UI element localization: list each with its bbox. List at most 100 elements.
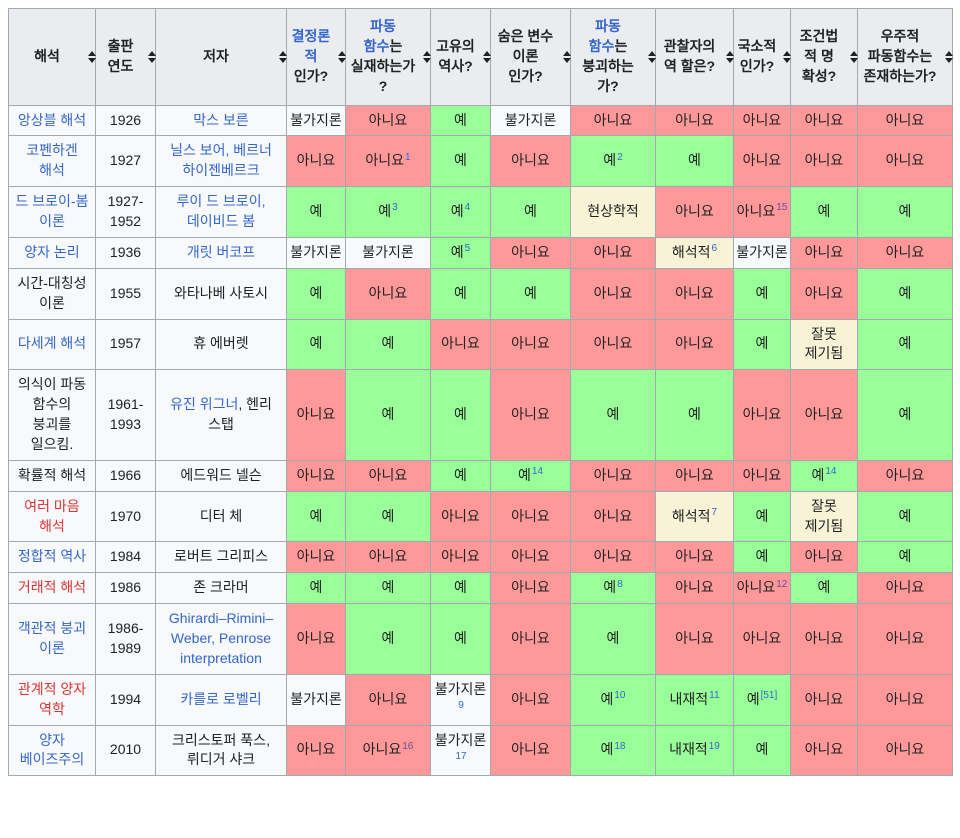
- value-text: 예: [688, 406, 701, 423]
- interpretation-link[interactable]: 앙상블 해석: [17, 111, 87, 128]
- column-header-observer-role[interactable]: 관찰자의 역 할은?: [655, 8, 734, 106]
- value-cell-wavefunction-collapse: 예2: [570, 135, 656, 188]
- footnote-ref[interactable]: 4: [464, 202, 471, 214]
- column-header-interpretation[interactable]: 해석: [8, 8, 96, 106]
- value-text: 아니요: [296, 741, 336, 758]
- footnote-ref[interactable]: 14: [531, 466, 543, 478]
- value-cell-wavefunction-collapse: 아니요: [570, 236, 656, 269]
- author-link[interactable]: 유진 위그너: [170, 396, 239, 413]
- interpretation-link[interactable]: 객관적 붕괴 이론: [17, 620, 87, 656]
- value-cell-universal-wavefunction: 아니요: [857, 459, 953, 492]
- interpretation-link[interactable]: 드 브로이-봄 이론: [15, 193, 89, 229]
- interpretation-link[interactable]: 코펜하겐 해석: [26, 142, 78, 179]
- footnote-ref[interactable]: 5: [464, 243, 471, 255]
- footnote-ref[interactable]: 14: [825, 466, 837, 478]
- value-text: 아니요: [296, 630, 336, 646]
- value-text: 불가지론: [290, 111, 342, 128]
- footnote-ref[interactable]: 8: [617, 578, 623, 590]
- value-text: 아니요: [593, 284, 633, 301]
- column-header-hidden-variables[interactable]: 숨은 변수 이론 인가?: [490, 8, 571, 106]
- value-cell-deterministic: 예: [286, 267, 346, 320]
- author-link[interactable]: 닐스 보어, 베르너 하이젠베르크: [170, 142, 272, 179]
- value-text: 예: [381, 406, 395, 423]
- author-link[interactable]: Ghirardi–Rimini–Weber, Penrose interpret…: [168, 610, 274, 666]
- header-wavefunction-collapse-link[interactable]: 파동 함수: [588, 18, 621, 54]
- value-text: 예: [898, 406, 912, 423]
- value-cell-deterministic: 예: [286, 318, 346, 371]
- footnote-ref[interactable]: 18: [614, 740, 626, 752]
- footnote-ref[interactable]: 6: [711, 243, 718, 255]
- footnote-ref[interactable]: 1: [405, 151, 411, 163]
- value-cell-hidden-variables: 아니요: [490, 673, 571, 726]
- value-text: 예: [309, 284, 323, 301]
- value-cell-wavefunction-collapse: 예: [570, 603, 656, 675]
- value-text: 아니요: [511, 335, 550, 352]
- value-text: 아니요: [804, 111, 844, 128]
- interpretation-link[interactable]: 양자 논리: [24, 243, 80, 260]
- value-text: 아니요: [593, 466, 633, 483]
- footnote-ref[interactable]: 19: [708, 740, 720, 752]
- interpretation-link[interactable]: 양자 베이즈주의: [19, 731, 85, 768]
- footnote-ref[interactable]: [51]: [760, 690, 778, 702]
- interpretation-link[interactable]: 거래적 해석: [17, 579, 87, 596]
- column-header-counterfactual-definiteness[interactable]: 조건법적 명 확성?: [790, 8, 858, 106]
- value-text: 예: [755, 548, 769, 565]
- column-header-publication-year[interactable]: 출판 연도: [95, 8, 156, 106]
- footnote-ref[interactable]: 12: [776, 578, 788, 590]
- value-text: 예: [309, 203, 323, 220]
- value-cell-local: 아니요: [733, 459, 791, 492]
- value-text: 아니요: [593, 335, 633, 352]
- column-header-deterministic[interactable]: 결정론적 인가?: [286, 8, 346, 106]
- value-text: 아니요: [804, 630, 844, 646]
- author-link[interactable]: 막스 보른: [193, 111, 249, 128]
- header-deterministic-link[interactable]: 결정론적: [291, 27, 331, 64]
- column-header-wavefunction-collapse[interactable]: 파동 함수는 붕괴하는 가?: [570, 8, 656, 106]
- authors-cell: 크리스토퍼 푹스, 뤼디거 샤크: [155, 724, 287, 777]
- value-cell-wavefunction-collapse: 예8: [570, 572, 656, 605]
- value-cell-observer-role: 아니요: [655, 104, 734, 137]
- value-text: 아니요: [675, 203, 714, 220]
- column-header-wavefunction-real[interactable]: 파동 함수는 실재하는가?: [345, 8, 431, 106]
- header-local-text: 국소적인가?: [737, 37, 777, 74]
- value-cell-counterfactual-definiteness: 예: [790, 186, 858, 238]
- footnote-ref[interactable]: 15: [776, 202, 788, 214]
- interpretation-link[interactable]: 관계적 양자 역학: [17, 680, 87, 717]
- header-interpretation-text: 해석: [34, 47, 60, 64]
- value-cell-unique-history: 불가지론 9: [430, 673, 491, 726]
- value-text: 아니요: [675, 548, 714, 565]
- table-row: 앙상블 해석 1926 막스 보른 불가지론 아니요 예 불가지론 아니요 아니요 아니요 아니요 아…: [8, 104, 953, 137]
- header-wavefunction-real-link[interactable]: 파동 함수: [363, 18, 396, 54]
- value-cell-universal-wavefunction: 아니요: [857, 603, 953, 675]
- table-row: 거래적 해석 1986 존 크라머 예 예 예 아니요 예8 아니요 아니요12 예 아니요: [8, 572, 953, 605]
- column-header-authors[interactable]: 저자: [155, 8, 287, 106]
- value-text: 해석적: [671, 507, 711, 524]
- footnote-ref[interactable]: 11: [709, 690, 720, 702]
- interpretation-link[interactable]: 정합적 역사: [17, 548, 87, 565]
- authors-cell: 로버트 그리피스: [155, 541, 287, 574]
- authors-cell: 닐스 보어, 베르너 하이젠베르크: [155, 135, 287, 188]
- footnote-ref[interactable]: 7: [711, 506, 718, 518]
- column-header-unique-history[interactable]: 고유의 역사?: [430, 8, 491, 106]
- footnote-ref[interactable]: 17: [455, 750, 467, 762]
- value-cell-observer-role: 아니요: [655, 541, 734, 574]
- footnote-ref[interactable]: 2: [617, 151, 623, 163]
- value-text: 예: [309, 579, 323, 596]
- header-unique-history-text: 고유의 역사?: [436, 37, 475, 74]
- author-link[interactable]: 개릿 버코프: [186, 243, 256, 260]
- value-cell-local: 예: [733, 724, 791, 777]
- author-text: 에드워드 넬슨: [180, 466, 262, 483]
- footnote-ref[interactable]: 9: [458, 699, 464, 711]
- interpretation-link[interactable]: 다세계 해석: [17, 335, 87, 352]
- footnote-ref[interactable]: 10: [614, 690, 626, 702]
- footnote-ref[interactable]: 16: [402, 740, 414, 752]
- footnote-ref[interactable]: 3: [392, 202, 398, 214]
- interpretation-cell: 관계적 양자 역학: [8, 673, 96, 726]
- interpretation-link[interactable]: 여러 마음 해석: [24, 497, 80, 534]
- author-link[interactable]: 카를로 로벨리: [180, 690, 262, 707]
- value-cell-unique-history: 예4: [430, 186, 491, 238]
- value-text: 아니요: [885, 152, 925, 169]
- year-cell: 1986-1989: [95, 603, 156, 675]
- column-header-universal-wavefunction[interactable]: 우주적 파동함수는 존재하는가?: [857, 8, 953, 106]
- column-header-local[interactable]: 국소적인가?: [733, 8, 791, 106]
- author-link[interactable]: 루이 드 브로이, 데이비드 봄: [176, 193, 266, 229]
